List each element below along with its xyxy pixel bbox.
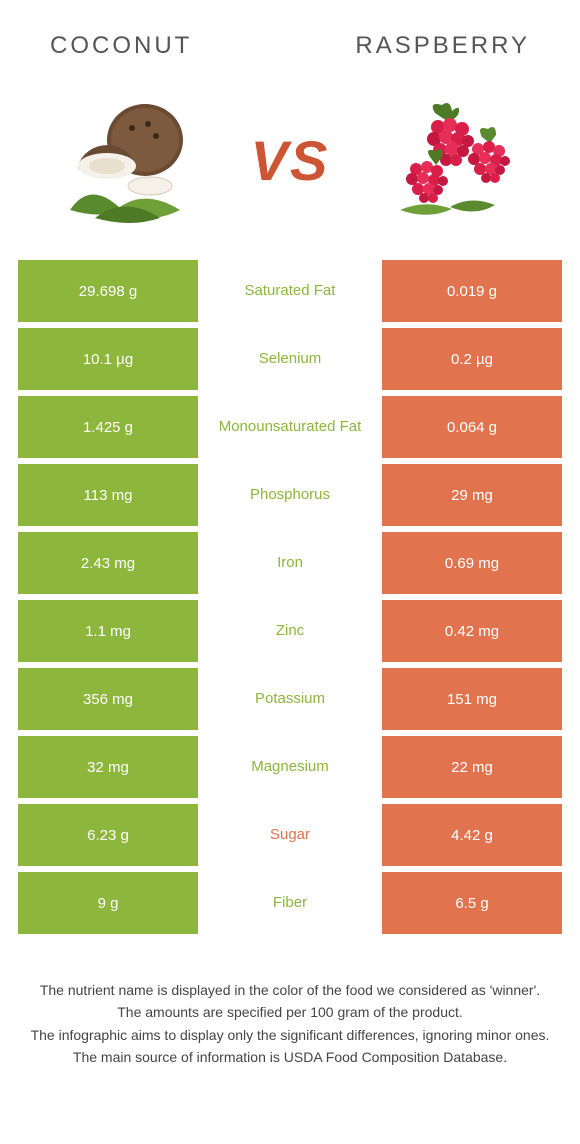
right-value-cell: 0.019 g [382,260,562,322]
nutrient-label: Magnesium [198,736,382,798]
nutrient-row: 356 mgPotassium151 mg [18,668,562,730]
right-value-cell: 0.69 mg [382,532,562,594]
left-value-cell: 32 mg [18,736,198,798]
footnotes: The nutrient name is displayed in the co… [0,940,580,1067]
right-value-cell: 29 mg [382,464,562,526]
raspberry-icon [380,95,530,225]
nutrient-row: 6.23 gSugar4.42 g [18,804,562,866]
images-row: VS [0,80,580,260]
nutrient-label: Iron [198,532,382,594]
left-value-cell: 10.1 µg [18,328,198,390]
header: Coconut Raspberry [0,0,580,80]
coconut-image [50,90,200,230]
left-food-title: Coconut [50,32,192,60]
left-value-cell: 356 mg [18,668,198,730]
nutrient-label: Monounsaturated Fat [198,396,382,458]
right-value-cell: 6.5 g [382,872,562,934]
nutrient-row: 29.698 gSaturated Fat0.019 g [18,260,562,322]
nutrient-label: Fiber [198,872,382,934]
nutrient-label: Saturated Fat [198,260,382,322]
nutrient-label: Sugar [198,804,382,866]
nutrient-label: Zinc [198,600,382,662]
nutrient-row: 10.1 µgSelenium0.2 µg [18,328,562,390]
right-value-cell: 22 mg [382,736,562,798]
nutrient-row: 2.43 mgIron0.69 mg [18,532,562,594]
left-value-cell: 6.23 g [18,804,198,866]
footnote-line: The main source of information is USDA F… [28,1047,552,1067]
right-value-cell: 0.2 µg [382,328,562,390]
right-value-cell: 0.064 g [382,396,562,458]
footnote-line: The nutrient name is displayed in the co… [28,980,552,1000]
coconut-icon [50,90,200,230]
vs-label: VS [251,128,330,193]
footnote-line: The infographic aims to display only the… [28,1025,552,1045]
right-value-cell: 4.42 g [382,804,562,866]
left-value-cell: 9 g [18,872,198,934]
right-food-title: Raspberry [355,32,530,60]
left-value-cell: 113 mg [18,464,198,526]
left-value-cell: 1.425 g [18,396,198,458]
nutrient-row: 113 mgPhosphorus29 mg [18,464,562,526]
left-value-cell: 2.43 mg [18,532,198,594]
nutrient-label: Potassium [198,668,382,730]
nutrient-table: 29.698 gSaturated Fat0.019 g10.1 µgSelen… [0,260,580,934]
nutrient-row: 32 mgMagnesium22 mg [18,736,562,798]
footnote-line: The amounts are specified per 100 gram o… [28,1002,552,1022]
nutrient-row: 1.1 mgZinc0.42 mg [18,600,562,662]
left-value-cell: 1.1 mg [18,600,198,662]
nutrient-label: Phosphorus [198,464,382,526]
right-value-cell: 0.42 mg [382,600,562,662]
raspberry-image [380,90,530,230]
left-value-cell: 29.698 g [18,260,198,322]
right-value-cell: 151 mg [382,668,562,730]
nutrient-label: Selenium [198,328,382,390]
nutrient-row: 1.425 gMonounsaturated Fat0.064 g [18,396,562,458]
nutrient-row: 9 gFiber6.5 g [18,872,562,934]
